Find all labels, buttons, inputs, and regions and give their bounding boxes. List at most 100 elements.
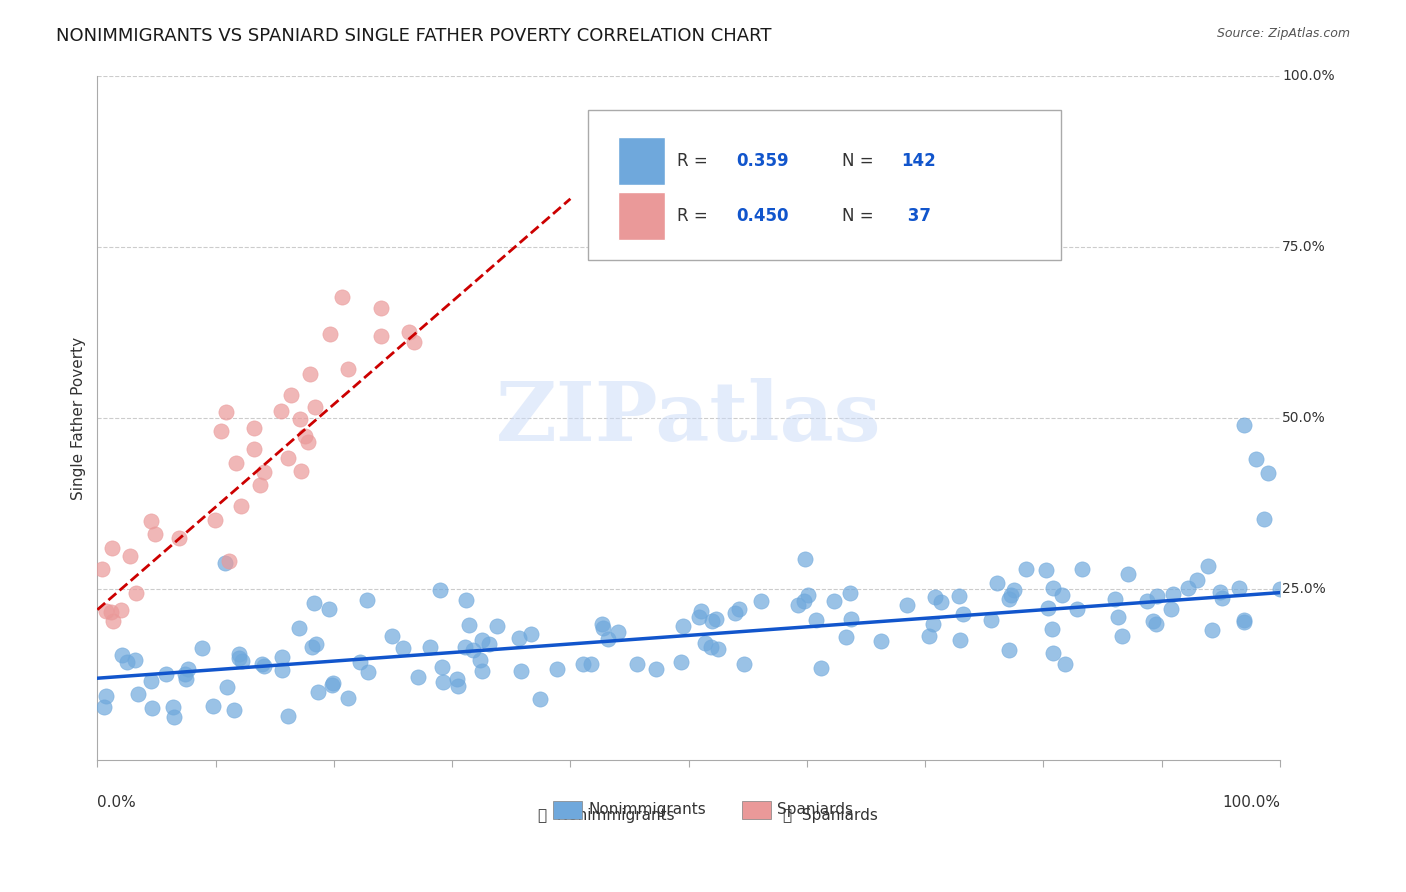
- Text: 0.450: 0.450: [735, 207, 789, 225]
- Point: [571, 657, 593, 672]
- Point: [301, 640, 323, 654]
- Point: [91, 562, 114, 576]
- Text: NONIMMIGRANTS VS SPANIARD SINGLE FATHER POVERTY CORRELATION CHART: NONIMMIGRANTS VS SPANIARD SINGLE FATHER …: [56, 27, 772, 45]
- Point: [177, 662, 200, 676]
- Point: [225, 456, 247, 470]
- Point: [217, 680, 239, 694]
- Point: [322, 675, 344, 690]
- Text: 50.0%: 50.0%: [1282, 411, 1326, 425]
- Point: [392, 640, 415, 655]
- Point: [1050, 588, 1073, 602]
- Point: [724, 607, 747, 621]
- Point: [1053, 657, 1076, 671]
- Point: [288, 621, 311, 635]
- Point: [94, 689, 117, 703]
- Point: [125, 586, 148, 600]
- Point: [471, 664, 494, 678]
- Point: [118, 549, 141, 563]
- Point: [1257, 466, 1279, 480]
- Point: [922, 616, 945, 631]
- Point: [485, 618, 508, 632]
- Point: [270, 663, 292, 677]
- Point: [918, 629, 941, 643]
- Point: [381, 629, 404, 643]
- Point: [546, 662, 568, 676]
- Point: [124, 653, 146, 667]
- Point: [1177, 581, 1199, 595]
- Point: [155, 667, 177, 681]
- Point: [1111, 629, 1133, 643]
- Point: [446, 679, 468, 693]
- Point: [1253, 512, 1275, 526]
- Point: [270, 649, 292, 664]
- Text: 🔵  Nonimmigrants: 🔵 Nonimmigrants: [537, 808, 675, 823]
- Point: [174, 672, 197, 686]
- Point: [793, 593, 815, 607]
- Point: [749, 594, 772, 608]
- Point: [294, 429, 316, 443]
- Text: 0.0%: 0.0%: [97, 795, 136, 810]
- Point: [117, 655, 139, 669]
- Point: [204, 514, 226, 528]
- Text: Source: ZipAtlas.com: Source: ZipAtlas.com: [1216, 27, 1350, 40]
- Bar: [617, 137, 665, 186]
- Point: [1036, 600, 1059, 615]
- Point: [209, 424, 232, 438]
- Point: [1107, 609, 1129, 624]
- Point: [839, 612, 862, 626]
- Bar: [553, 802, 582, 819]
- Point: [1233, 613, 1256, 627]
- Point: [288, 412, 311, 426]
- Point: [299, 367, 322, 381]
- Point: [690, 604, 713, 618]
- Point: [357, 665, 380, 679]
- Point: [252, 657, 274, 672]
- Point: [406, 670, 429, 684]
- Point: [1144, 617, 1167, 632]
- Point: [143, 527, 166, 541]
- Point: [305, 637, 328, 651]
- Point: [1040, 622, 1063, 636]
- Point: [432, 675, 454, 690]
- Point: [478, 637, 501, 651]
- Point: [952, 607, 974, 621]
- Point: [804, 613, 827, 627]
- Bar: [617, 192, 665, 240]
- Bar: [742, 802, 772, 819]
- Point: [174, 666, 197, 681]
- Point: [228, 647, 250, 661]
- Point: [1042, 581, 1064, 595]
- Point: [471, 632, 494, 647]
- Point: [1233, 615, 1256, 629]
- Text: 75.0%: 75.0%: [1282, 240, 1326, 253]
- Point: [591, 617, 613, 632]
- Point: [1135, 593, 1157, 607]
- Point: [794, 552, 817, 566]
- Point: [929, 595, 952, 609]
- Point: [277, 708, 299, 723]
- Point: [139, 674, 162, 689]
- Point: [529, 691, 551, 706]
- Point: [1015, 561, 1038, 575]
- Point: [231, 654, 253, 668]
- Point: [688, 610, 710, 624]
- Point: [704, 612, 727, 626]
- Point: [1142, 615, 1164, 629]
- Point: [93, 700, 115, 714]
- Point: [1146, 589, 1168, 603]
- Point: [101, 541, 124, 555]
- Point: [307, 685, 329, 699]
- Point: [224, 703, 246, 717]
- Point: [733, 657, 755, 671]
- Point: [810, 661, 832, 675]
- Point: [277, 451, 299, 466]
- Point: [201, 699, 224, 714]
- Point: [998, 592, 1021, 607]
- Text: N =: N =: [842, 207, 879, 225]
- Point: [446, 673, 468, 687]
- Text: 25.0%: 25.0%: [1282, 582, 1326, 596]
- Point: [948, 589, 970, 603]
- Point: [592, 621, 614, 635]
- Text: R =: R =: [676, 207, 713, 225]
- Point: [141, 515, 163, 529]
